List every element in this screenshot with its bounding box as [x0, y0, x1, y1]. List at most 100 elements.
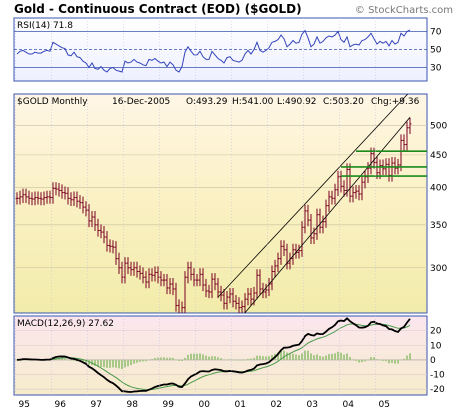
- macd-histogram-bar: [244, 359, 246, 361]
- x-axis-tick-labels: 95 96 97 98 99 00 01 02 03 04 05: [15, 18, 390, 410]
- price-bar: [183, 271, 187, 313]
- macd-tick-label: 20: [430, 327, 442, 337]
- price-bar: [21, 188, 25, 204]
- price-bar: [84, 201, 88, 217]
- macd-histogram-bar: [112, 359, 114, 368]
- macd-histogram-bar: [73, 359, 75, 361]
- macd-histogram-bar: [223, 359, 225, 360]
- macd-histogram-bar: [166, 357, 168, 360]
- price-bar: [321, 215, 325, 234]
- macd-histogram-bar: [226, 359, 228, 361]
- price-bar: [162, 274, 166, 287]
- price-bar: [393, 156, 397, 175]
- macd-histogram-bar: [277, 352, 279, 360]
- macd-histogram-bar: [367, 359, 369, 361]
- macd-histogram-bar: [262, 356, 264, 360]
- price-bar: [348, 163, 352, 203]
- price-bar: [48, 190, 52, 204]
- price-bar: [141, 267, 145, 284]
- macd-histogram-bar: [145, 359, 147, 362]
- watermark: © StockCharts.com: [355, 5, 453, 16]
- price-bar: [222, 288, 226, 310]
- price-bar: [231, 287, 235, 308]
- price-bar: [39, 192, 43, 206]
- x-tick-label: 99: [163, 400, 175, 410]
- price-bar: [264, 283, 268, 299]
- price-bar: [75, 191, 79, 208]
- price-bar: [144, 271, 148, 289]
- macd-histogram-bar: [307, 350, 309, 360]
- support-lines: [341, 150, 427, 177]
- price-bar: [123, 257, 127, 284]
- macd-histogram-bar: [208, 356, 210, 360]
- price-bar: [102, 226, 106, 244]
- x-tick-label: 95: [19, 400, 30, 410]
- macd-histogram-bar: [202, 354, 204, 360]
- price-bar: [351, 186, 355, 203]
- price-bar: [132, 261, 136, 276]
- price-bar: [60, 184, 64, 199]
- macd-histogram-bar: [124, 359, 126, 368]
- price-bar: [108, 239, 112, 253]
- macd-histogram-bar: [103, 359, 105, 368]
- macd-histogram-bar: [184, 357, 186, 360]
- macd-histogram-bar: [316, 354, 318, 360]
- macd-histogram-bar: [406, 355, 408, 360]
- macd-histogram-bar: [382, 359, 384, 361]
- macd-histogram-bar: [343, 354, 345, 360]
- price-bar: [93, 210, 97, 232]
- price-bar: [357, 185, 361, 201]
- macd-histogram-bar: [106, 359, 108, 368]
- macd-histogram-bar: [190, 353, 192, 360]
- macd-histogram-bar: [163, 357, 165, 360]
- macd-histogram-bar: [349, 357, 351, 360]
- price-bar: [234, 295, 238, 310]
- price-bar: [246, 287, 250, 306]
- macd-histogram-bar: [256, 355, 258, 360]
- macd-histogram-bar: [157, 357, 159, 360]
- x-tick-label: 98: [127, 400, 139, 410]
- macd-histogram-bar: [211, 356, 213, 360]
- price-bar: [276, 252, 280, 273]
- price-tick-label: 300: [430, 264, 447, 274]
- price-bar: [207, 284, 211, 299]
- price-bar: [171, 277, 175, 296]
- price-tick-label: 350: [430, 221, 447, 231]
- price-bar: [345, 163, 349, 197]
- price-bar: [261, 282, 265, 299]
- macd-histogram-bar: [379, 359, 381, 361]
- macd-histogram-bar: [301, 353, 303, 360]
- macd-tick-label: -20: [430, 385, 445, 395]
- price-bar: [402, 134, 406, 151]
- price-bar: [336, 170, 340, 196]
- price-bar: [369, 147, 373, 175]
- macd-histogram-bar: [259, 355, 261, 360]
- macd-histogram-bar: [85, 359, 87, 364]
- price-open: O:493.29: [186, 97, 228, 107]
- price-bar: [270, 265, 274, 291]
- macd-histogram-bar: [328, 354, 330, 360]
- macd-histogram-bar: [220, 358, 222, 360]
- price-bar: [78, 195, 82, 209]
- x-tick-label: 96: [55, 400, 67, 410]
- macd-histogram-bar: [178, 359, 180, 361]
- rsi-tick-label: 30: [430, 64, 442, 74]
- price-change: Chg:+9.36: [371, 97, 420, 107]
- macd-histogram-bar: [376, 359, 378, 360]
- price-bar: [189, 261, 193, 281]
- macd-histogram-bar: [322, 356, 324, 360]
- macd-tick-label: 0: [430, 356, 436, 366]
- price-bar: [72, 191, 76, 206]
- price-bar: [198, 268, 202, 287]
- price-bar: [51, 182, 55, 204]
- price-bar: [81, 196, 85, 214]
- macd-histogram-bar: [283, 350, 285, 360]
- price-bar: [24, 188, 28, 204]
- macd-histogram-bar: [214, 356, 216, 360]
- price-bar: [210, 273, 214, 299]
- price-bar: [297, 244, 301, 259]
- macd-histogram-bar: [100, 359, 102, 367]
- price-bar: [36, 191, 40, 205]
- price-bar: [153, 266, 157, 282]
- price-bar: [87, 204, 91, 228]
